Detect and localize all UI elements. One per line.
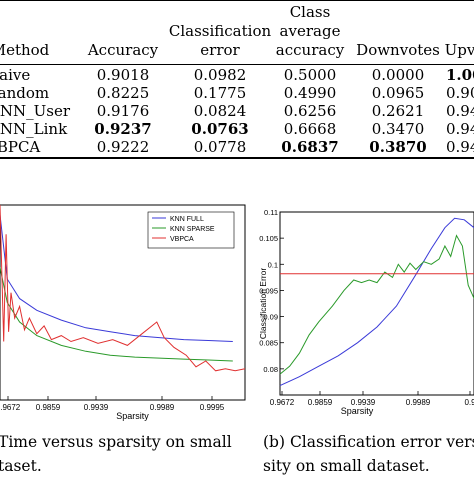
series-1: [279, 234, 474, 375]
caption-right: (b) Classification error versu sity on s…: [263, 430, 474, 478]
series-0: [279, 217, 474, 387]
row-4-cell-4: 0.94: [446, 138, 474, 156]
y-tick-label: 0.105: [259, 234, 278, 243]
x-tick-label: 0.9939: [351, 398, 376, 407]
row-2-cell-0: 0.9176: [96, 102, 150, 120]
table-bottom-rule: [0, 157, 474, 159]
row-1-cell-0: 0.8225: [96, 84, 150, 102]
y-tick-label: 0.08: [263, 365, 278, 374]
row-1-cell-3: 0.0965: [371, 84, 425, 102]
caption-left: Time versus sparsity on small taset.: [0, 430, 232, 478]
row-1-method: Random: [0, 84, 50, 102]
table-top-rule: [0, 0, 474, 1]
header-cell-2-line-0: Classification: [168, 22, 272, 40]
row-2-method: k-NN_User: [0, 102, 71, 120]
row-3-cell-2: 0.6668: [283, 120, 337, 138]
classification-error-figure: 0.08 0.085 0.09 0.095 0.1 0.105 0.11 0.9672 0.98…: [258, 200, 474, 426]
row-3-cell-3: 0.3470: [371, 120, 425, 138]
x-tick-label: 0.9859: [36, 403, 61, 412]
y-tick-label: 0.1: [268, 260, 278, 269]
row-3-method: k-NN_Link: [0, 120, 68, 138]
caption-right-line-2: sity on small dataset.: [263, 457, 430, 475]
row-0-cell-3: 0.0000: [371, 66, 425, 84]
row-4-cell-3: 0.3870: [369, 138, 427, 156]
plot-frame: [279, 211, 474, 396]
row-3-cell-4: 0.94: [446, 120, 474, 138]
row-1-cell-4: 0.90: [446, 84, 474, 102]
y-tick-label: 0.11: [264, 208, 278, 217]
row-3-cell-1: 0.0763: [191, 120, 249, 138]
legend-label: VBPCA: [170, 236, 194, 243]
time-vs-sparsity-figure: 0.9672 0.9859 0.9939 0.9989 0.9995 Sparsity KN…: [0, 200, 256, 426]
series-knn-full: [0, 214, 233, 342]
header-cell-3-line-2: accuracy: [275, 41, 345, 59]
caption-right-line-1: (b) Classification error versu: [263, 433, 474, 451]
x-axis-label: Sparsity: [116, 411, 149, 421]
classification-error-chart: 0.08 0.085 0.09 0.095 0.1 0.105 0.11 0.9672 0.98…: [258, 208, 474, 416]
row-0-cell-1: 0.0982: [193, 66, 247, 84]
y-tick-label: 0.085: [259, 339, 278, 348]
row-3-cell-0: 0.9237: [94, 120, 152, 138]
legend-label: KNN FULL: [170, 216, 204, 223]
x-axis-label: Sparsity: [341, 406, 374, 416]
row-2-cell-4: 0.94: [446, 102, 474, 120]
row-0-cell-4: 1.00: [446, 66, 474, 84]
x-tick-label: 0.9989: [406, 398, 431, 407]
time-vs-sparsity-chart: 0.9672 0.9859 0.9939 0.9989 0.9995 Sparsity KN…: [0, 204, 246, 421]
row-1-cell-2: 0.4990: [283, 84, 337, 102]
y-tick-label: 0.09: [263, 313, 278, 322]
x-tick-label: 0.9: [464, 398, 474, 407]
legend-label: KNN SPARSE: [170, 226, 215, 233]
series-knn-sparse: [0, 267, 233, 362]
table-mid-rule: [0, 64, 474, 65]
x-tick-label: 0.9989: [150, 403, 175, 412]
header-cell-4-line-0: Downvotes: [356, 41, 440, 59]
header-cell-0-line-0: Method: [0, 41, 50, 59]
header-cell-5-line-0: Upv: [444, 41, 474, 59]
row-0-cell-2: 0.5000: [283, 66, 337, 84]
series-vbpca: [0, 204, 246, 372]
row-2-cell-1: 0.0824: [193, 102, 247, 120]
row-2-cell-2: 0.6256: [283, 102, 337, 120]
row-2-cell-3: 0.2621: [371, 102, 425, 120]
header-cell-3-line-1: average: [279, 22, 341, 40]
y-tick-label: 0.095: [259, 286, 278, 295]
header-cell-2-line-1: error: [200, 41, 240, 59]
row-0-method: Naive: [0, 66, 31, 84]
y-axis-label: Classification Error: [258, 268, 268, 339]
row-4-cell-2: 0.6837: [281, 138, 339, 156]
caption-left-line-2: taset.: [0, 457, 42, 475]
x-tick-label: 0.9995: [200, 403, 225, 412]
x-tick-label: 0.9859: [308, 398, 333, 407]
x-tick-label: 0.9672: [270, 398, 295, 407]
x-tick-label: 0.9939: [84, 403, 109, 412]
caption-left-line-1: Time versus sparsity on small: [0, 433, 232, 451]
header-cell-3-line-0: Class: [289, 3, 331, 21]
header-cell-1-line-0: Accuracy: [87, 41, 159, 59]
row-4-method: VBPCA: [0, 138, 41, 156]
row-1-cell-1: 0.1775: [193, 84, 247, 102]
x-tick-label: 0.9672: [0, 403, 21, 412]
row-4-cell-0: 0.9222: [96, 138, 150, 156]
row-0-cell-0: 0.9018: [96, 66, 150, 84]
row-4-cell-1: 0.0778: [193, 138, 247, 156]
